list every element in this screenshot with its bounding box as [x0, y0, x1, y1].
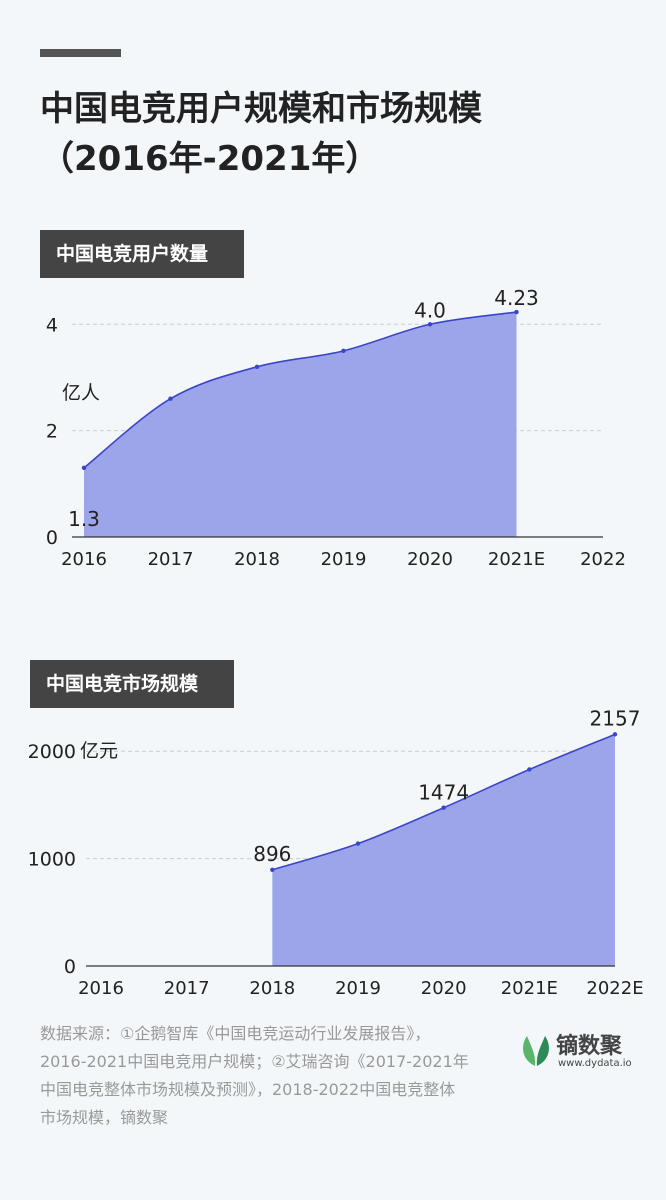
data-point: [270, 867, 275, 872]
market-chart-title: 中国电竞市场规模: [30, 660, 234, 708]
logo-text: 镝数聚: [556, 1034, 623, 1059]
x-tick-label: 2018: [234, 549, 280, 570]
y-tick-label: 2: [46, 421, 58, 443]
x-tick-label: 2016: [78, 978, 124, 999]
title-line-1: 中国电竞用户规模和市场规模: [40, 89, 482, 129]
page-title: 中国电竞用户规模和市场规模 （2016年-2021年）: [40, 84, 640, 184]
data-point: [168, 396, 173, 401]
data-label: 1.3: [68, 507, 100, 531]
x-tick-label: 2022: [580, 549, 626, 570]
data-label: 4.23: [494, 286, 539, 310]
data-point: [355, 841, 361, 846]
x-tick-label: 2017: [148, 549, 194, 570]
x-tick-label: 2016: [61, 549, 107, 570]
data-point: [81, 465, 87, 471]
y-tick-label: 4: [46, 314, 58, 336]
series-line: [83, 311, 517, 469]
y-axis-unit-label: 亿元: [80, 740, 118, 762]
top-accent-bar: [40, 49, 121, 57]
title-line-2: （2016年-2021年）: [40, 139, 380, 179]
data-point: [527, 767, 532, 772]
data-label: 2157: [590, 706, 641, 730]
data-point: [341, 348, 346, 354]
data-label: 1474: [418, 781, 469, 805]
users-area-chart: 0 2 4 亿人 2016 2017 2018 2019 2020 2021E 2022 1.3 4.0…: [46, 286, 626, 570]
y-axis-unit-label: 亿人: [62, 382, 100, 404]
area-fill: [272, 734, 615, 966]
x-tick-label: 2019: [335, 978, 381, 999]
x-tick-label: 2021E: [501, 978, 558, 999]
y-tick-label: 0: [64, 956, 76, 978]
source-footer: 数据来源：①企鹅智库《中国电竞运动行业发展报告》，2016-2021中国电竞用户…: [40, 1024, 469, 1127]
data-label: 4.0: [414, 298, 446, 322]
data-point: [427, 322, 433, 327]
data-point: [612, 732, 618, 737]
logo-url: www.dydata.io: [558, 1058, 632, 1069]
market-area-chart: 0 1000 2000 亿元 2016 2017 2018 2019 2020 2021E 2022…: [28, 706, 644, 999]
x-tick-label: 2019: [321, 549, 367, 570]
data-point: [514, 309, 519, 315]
x-tick-label: 2017: [164, 978, 210, 999]
brand-logo: 镝数聚 www.dydata.io: [518, 1030, 638, 1070]
y-tick-label: 2000: [28, 741, 76, 763]
data-point: [441, 805, 446, 810]
x-tick-label: 2020: [407, 549, 453, 570]
x-tick-label: 2021E: [488, 549, 545, 570]
y-tick-label: 0: [46, 527, 58, 549]
leaf-icon: [523, 1036, 549, 1066]
x-tick-label: 2018: [249, 978, 295, 999]
area-fill: [84, 312, 517, 537]
data-label: 896: [253, 842, 291, 866]
y-tick-label: 1000: [28, 849, 76, 871]
data-point: [254, 364, 260, 370]
x-tick-label: 2022E: [586, 978, 643, 999]
x-tick-label: 2020: [421, 978, 467, 999]
users-chart-title: 中国电竞用户数量: [40, 230, 244, 278]
